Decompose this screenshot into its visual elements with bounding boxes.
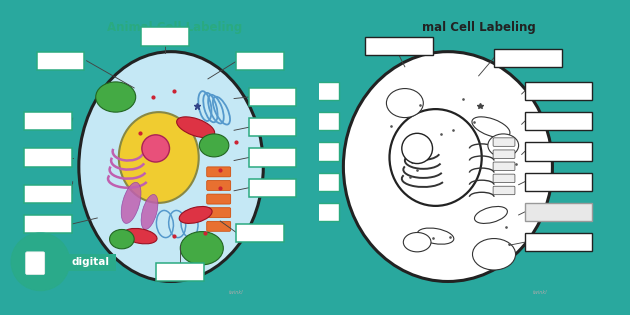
FancyBboxPatch shape xyxy=(25,112,72,130)
Ellipse shape xyxy=(142,135,169,162)
FancyBboxPatch shape xyxy=(249,88,296,106)
FancyBboxPatch shape xyxy=(207,180,231,191)
Ellipse shape xyxy=(472,238,515,270)
FancyBboxPatch shape xyxy=(316,203,339,221)
Ellipse shape xyxy=(110,229,134,249)
FancyBboxPatch shape xyxy=(525,142,592,161)
FancyBboxPatch shape xyxy=(493,174,515,183)
FancyBboxPatch shape xyxy=(207,221,231,231)
Ellipse shape xyxy=(180,232,223,265)
Text: digital: digital xyxy=(71,257,109,267)
FancyBboxPatch shape xyxy=(316,142,339,161)
Ellipse shape xyxy=(121,182,141,223)
Circle shape xyxy=(11,233,69,290)
FancyBboxPatch shape xyxy=(207,208,231,218)
FancyBboxPatch shape xyxy=(493,150,515,158)
Text: Animal Cell Labeling: Animal Cell Labeling xyxy=(106,21,242,34)
FancyBboxPatch shape xyxy=(141,27,189,46)
FancyBboxPatch shape xyxy=(249,148,296,167)
FancyBboxPatch shape xyxy=(493,138,515,146)
Ellipse shape xyxy=(402,133,433,163)
FancyBboxPatch shape xyxy=(26,252,45,275)
Ellipse shape xyxy=(199,134,229,157)
Ellipse shape xyxy=(179,206,212,223)
Text: twinkl: twinkl xyxy=(228,289,243,295)
FancyBboxPatch shape xyxy=(25,148,72,167)
FancyBboxPatch shape xyxy=(316,173,339,191)
Ellipse shape xyxy=(488,134,518,157)
Ellipse shape xyxy=(474,206,507,223)
FancyBboxPatch shape xyxy=(493,186,515,195)
Ellipse shape xyxy=(119,112,198,203)
FancyBboxPatch shape xyxy=(525,173,592,191)
FancyBboxPatch shape xyxy=(249,118,296,136)
Ellipse shape xyxy=(176,117,215,138)
Text: ☞: ☞ xyxy=(35,259,45,269)
FancyBboxPatch shape xyxy=(493,162,515,170)
FancyBboxPatch shape xyxy=(525,233,592,251)
Ellipse shape xyxy=(389,109,482,206)
FancyBboxPatch shape xyxy=(525,82,592,100)
FancyBboxPatch shape xyxy=(207,167,231,177)
Ellipse shape xyxy=(472,117,510,138)
Text: mal Cell Labeling: mal Cell Labeling xyxy=(421,21,536,34)
Ellipse shape xyxy=(418,228,454,244)
FancyBboxPatch shape xyxy=(25,185,72,203)
FancyBboxPatch shape xyxy=(207,194,231,204)
FancyBboxPatch shape xyxy=(156,263,204,282)
FancyBboxPatch shape xyxy=(25,215,72,233)
Ellipse shape xyxy=(386,89,423,117)
Ellipse shape xyxy=(79,52,263,282)
Ellipse shape xyxy=(123,228,157,244)
FancyBboxPatch shape xyxy=(525,203,592,221)
FancyBboxPatch shape xyxy=(65,254,116,271)
FancyBboxPatch shape xyxy=(236,224,284,242)
Ellipse shape xyxy=(403,232,431,252)
FancyBboxPatch shape xyxy=(316,112,339,130)
FancyBboxPatch shape xyxy=(365,37,433,55)
FancyBboxPatch shape xyxy=(236,52,284,70)
FancyBboxPatch shape xyxy=(316,82,339,100)
Ellipse shape xyxy=(141,194,158,229)
Ellipse shape xyxy=(343,52,553,282)
Ellipse shape xyxy=(96,82,135,112)
Text: twinkl: twinkl xyxy=(533,289,547,295)
FancyBboxPatch shape xyxy=(494,49,562,67)
FancyBboxPatch shape xyxy=(525,112,592,130)
FancyBboxPatch shape xyxy=(37,52,84,70)
FancyBboxPatch shape xyxy=(249,179,296,197)
